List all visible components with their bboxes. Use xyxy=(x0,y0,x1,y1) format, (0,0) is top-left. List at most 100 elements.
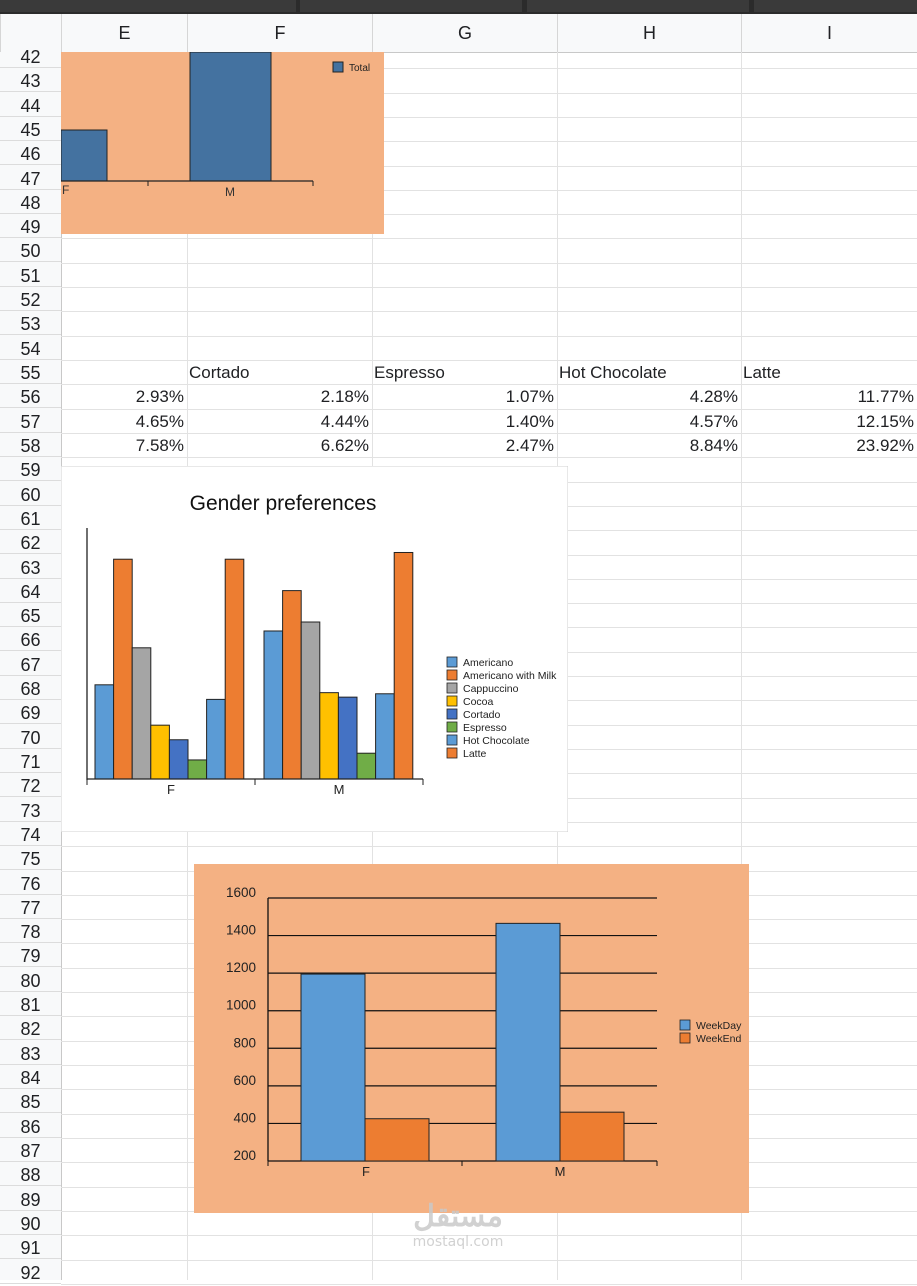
row-header-62[interactable]: 62 xyxy=(0,530,61,555)
row-header-78[interactable]: 78 xyxy=(0,919,61,944)
row-header-60[interactable]: 60 xyxy=(0,482,61,507)
table-cell[interactable]: 12.15% xyxy=(856,412,914,431)
row-header-89[interactable]: 89 xyxy=(0,1187,61,1212)
row-header-88[interactable]: 88 xyxy=(0,1162,61,1187)
row-header-85[interactable]: 85 xyxy=(0,1089,61,1114)
y-tick-label: 400 xyxy=(233,1110,256,1125)
row-header-71[interactable]: 71 xyxy=(0,749,61,774)
row-header-66[interactable]: 66 xyxy=(0,627,61,652)
row-header-59[interactable]: 59 xyxy=(0,457,61,482)
row-header-69[interactable]: 69 xyxy=(0,700,61,725)
row-header-70[interactable]: 70 xyxy=(0,725,61,750)
row-header-87[interactable]: 87 xyxy=(0,1138,61,1163)
row-header-65[interactable]: 65 xyxy=(0,603,61,628)
bar-cappuccino-m xyxy=(300,621,321,780)
row-header-63[interactable]: 63 xyxy=(0,555,61,580)
table-cell[interactable]: 7.58% xyxy=(135,436,184,455)
legend-label: Hot Chocolate xyxy=(463,735,530,747)
row-header-77[interactable]: 77 xyxy=(0,895,61,920)
row-header-76[interactable]: 76 xyxy=(0,871,61,896)
table-cell[interactable]: 8.84% xyxy=(689,436,738,455)
table-header-cell[interactable]: Hot Chocolate xyxy=(559,363,667,382)
row-header-92[interactable]: 92 xyxy=(0,1260,61,1285)
row-header-44[interactable]: 44 xyxy=(0,93,61,118)
x-tick-label-f: F xyxy=(62,183,69,197)
row-header-42[interactable]: 42 xyxy=(0,44,61,69)
legend-label: Cocoa xyxy=(463,696,494,708)
row-header-72[interactable]: 72 xyxy=(0,773,61,798)
table-cell[interactable]: 11.77% xyxy=(857,387,914,406)
row-gridline xyxy=(61,1284,917,1285)
bar-hot-chocolate-m xyxy=(375,693,395,780)
row-gridline xyxy=(61,93,917,94)
chart-title: Gender preferences xyxy=(190,492,377,515)
column-header-i[interactable]: I xyxy=(741,14,917,52)
table-header-cell[interactable]: Latte xyxy=(743,363,781,382)
table-cell[interactable]: 4.65% xyxy=(135,412,184,431)
row-header-47[interactable]: 47 xyxy=(0,166,61,191)
row-header-54[interactable]: 54 xyxy=(0,336,61,361)
chart-background xyxy=(194,864,749,1213)
row-header-79[interactable]: 79 xyxy=(0,943,61,968)
row-header-57[interactable]: 57 xyxy=(0,409,61,434)
row-header-90[interactable]: 90 xyxy=(0,1211,61,1236)
gender-preferences-chart[interactable]: Gender preferences F M Americano Americano w… xyxy=(60,465,569,833)
bar-weekend-m xyxy=(559,1111,625,1162)
row-header-64[interactable]: 64 xyxy=(0,579,61,604)
table-cell[interactable]: 2.93% xyxy=(135,387,184,406)
row-header-74[interactable]: 74 xyxy=(0,822,61,847)
row-header-81[interactable]: 81 xyxy=(0,992,61,1017)
row-header-82[interactable]: 82 xyxy=(0,1016,61,1041)
row-header-80[interactable]: 80 xyxy=(0,968,61,993)
row-header-51[interactable]: 51 xyxy=(0,263,61,288)
row-header-84[interactable]: 84 xyxy=(0,1065,61,1090)
row-header-56[interactable]: 56 xyxy=(0,384,61,409)
legend-label: Americano with Milk xyxy=(463,670,557,682)
column-header-h[interactable]: H xyxy=(557,14,741,52)
table-cell[interactable]: 4.28% xyxy=(689,387,738,406)
legend-swatch-weekday xyxy=(679,1019,691,1031)
row-gridline xyxy=(61,166,917,167)
y-tick-label: 600 xyxy=(233,1073,256,1088)
table-cell[interactable]: 4.44% xyxy=(320,412,369,431)
row-header-61[interactable]: 61 xyxy=(0,506,61,531)
weekday-weekend-svg: 200 400 600 800 1000 1200 1400 1600 F M WeekDayWee… xyxy=(194,864,749,1213)
row-header-86[interactable]: 86 xyxy=(0,1114,61,1139)
table-cell[interactable]: 1.07% xyxy=(505,387,554,406)
row-header-55[interactable]: 55 xyxy=(0,360,61,385)
row-header-75[interactable]: 75 xyxy=(0,846,61,871)
total-chart[interactable]: F M Total xyxy=(60,51,384,234)
row-header-52[interactable]: 52 xyxy=(0,287,61,312)
row-header-83[interactable]: 83 xyxy=(0,1041,61,1066)
table-header-cell[interactable]: Espresso xyxy=(374,363,445,382)
row-header-43[interactable]: 43 xyxy=(0,68,61,93)
row-header-73[interactable]: 73 xyxy=(0,798,61,823)
table-cell[interactable]: 4.57% xyxy=(689,412,738,431)
table-cell[interactable]: 1.40% xyxy=(505,412,554,431)
row-gridline xyxy=(61,141,917,142)
row-header-67[interactable]: 67 xyxy=(0,652,61,677)
bar-latte-f xyxy=(224,558,245,780)
table-cell[interactable]: 2.18% xyxy=(320,387,369,406)
row-gridline xyxy=(61,1260,917,1261)
column-header-e[interactable]: E xyxy=(61,14,187,52)
column-header-g[interactable]: G xyxy=(372,14,557,52)
select-all-corner[interactable] xyxy=(0,14,61,52)
row-header-48[interactable]: 48 xyxy=(0,190,61,215)
row-header-46[interactable]: 46 xyxy=(0,141,61,166)
row-header-49[interactable]: 49 xyxy=(0,214,61,239)
row-header-58[interactable]: 58 xyxy=(0,433,61,458)
table-cell[interactable]: 23.92% xyxy=(856,436,914,455)
weekday-weekend-chart[interactable]: 200 400 600 800 1000 1200 1400 1600 F M WeekDay Wee… xyxy=(194,864,749,1213)
row-header-50[interactable]: 50 xyxy=(0,238,61,263)
bar-cocoa-f xyxy=(150,724,170,780)
row-header-91[interactable]: 91 xyxy=(0,1235,61,1260)
table-header-cell[interactable]: Cortado xyxy=(189,363,250,382)
row-header-53[interactable]: 53 xyxy=(0,311,61,336)
row-header-45[interactable]: 45 xyxy=(0,117,61,142)
row-header-68[interactable]: 68 xyxy=(0,676,61,701)
table-cell[interactable]: 2.47% xyxy=(505,436,554,455)
top-toolbar-strip xyxy=(0,0,917,14)
table-cell[interactable]: 6.62% xyxy=(320,436,369,455)
column-header-f[interactable]: F xyxy=(187,14,372,52)
